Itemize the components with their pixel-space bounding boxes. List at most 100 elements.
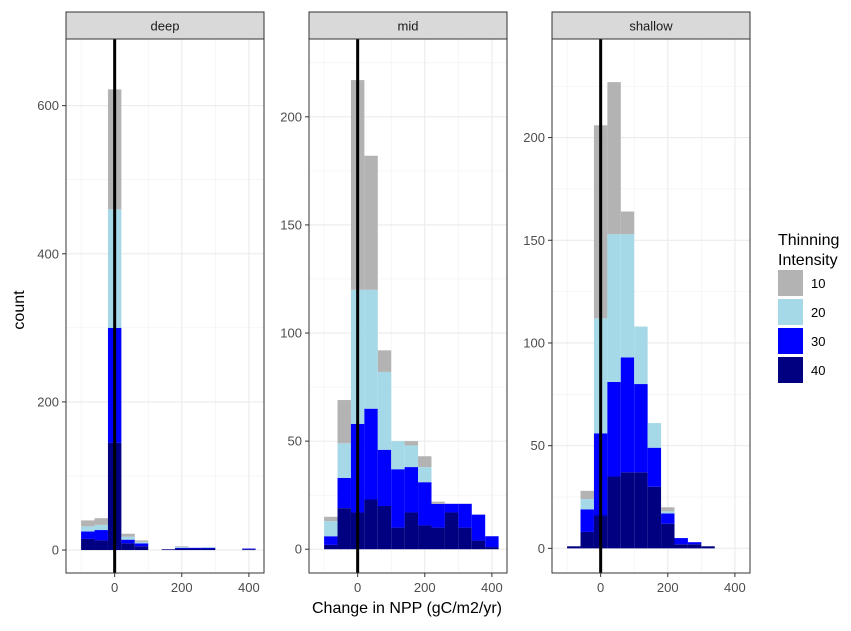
bar-segment-20: [134, 541, 149, 544]
bar-segment-40: [687, 544, 702, 549]
bar-segment-30: [324, 536, 338, 545]
bar-segment-40: [404, 512, 419, 550]
bar-segment-10: [175, 546, 189, 548]
bar-segment-30: [337, 477, 351, 509]
bar-segment-20: [201, 547, 216, 548]
legend-label: 20: [811, 305, 825, 320]
x-tick-label: 0: [354, 580, 361, 595]
facet-panels: deep 0 200 400 600 0 200 400 mid 0 50 100 150 200 0 200…: [37, 11, 751, 595]
bar-segment-40: [580, 531, 594, 549]
bar-segment-20: [580, 499, 594, 510]
bar-segment-10: [94, 518, 108, 525]
facet-strip: [551, 11, 751, 40]
bar-segment-10: [134, 540, 149, 542]
facet-strip: [308, 11, 508, 40]
bar-segment-30: [121, 539, 135, 544]
legend-label: 10: [811, 276, 825, 291]
bar-segment-30: [377, 449, 392, 506]
bar-segment-20: [404, 445, 419, 468]
bar-segment-40: [444, 512, 459, 550]
bar-segment-30: [404, 467, 419, 513]
panel-background: [66, 39, 264, 573]
bar-segment-30: [471, 514, 486, 541]
panel-border: [551, 38, 751, 574]
x-tick-label: 400: [724, 580, 746, 595]
legend-key-10: [778, 270, 803, 296]
bar-segment-30: [687, 542, 702, 545]
bar-segment-30: [188, 547, 202, 549]
bar-segment-40: [620, 472, 635, 549]
bar-segment-30: [607, 381, 621, 477]
bar-segment-10: [418, 456, 432, 468]
bar-segment-20: [391, 441, 405, 470]
x-axis-title: Change in NPP (gC/m2/yr): [312, 600, 502, 617]
bar-segment-10: [620, 211, 635, 235]
bar-segment-40: [94, 540, 108, 551]
bar-segment-30: [364, 408, 378, 500]
bar-segment-30: [620, 357, 635, 473]
legend-label: 30: [811, 334, 825, 349]
x-tick-label: 200: [414, 580, 436, 595]
bar-segment-10: [661, 507, 675, 512]
bar-segment-20: [364, 289, 378, 409]
legend-title-line-1: Thinning: [778, 232, 839, 249]
x-tick-label: 200: [171, 580, 193, 595]
panel-border: [308, 38, 508, 574]
bar-segment-30: [134, 543, 149, 547]
bar-segment-30: [444, 503, 459, 513]
bar-segment-20: [620, 234, 635, 358]
bar-segment-20: [607, 234, 621, 382]
bar-segment-30: [242, 548, 256, 550]
bar-segment-40: [121, 543, 135, 551]
bar-segment-20: [324, 521, 338, 537]
bar-segment-20: [647, 423, 662, 448]
y-tick-label: 50: [288, 434, 302, 449]
y-tick-label: 100: [523, 335, 545, 350]
bar-segment-10: [431, 501, 445, 504]
bar-segment-20: [634, 326, 648, 385]
legend-title-line-2: Intensity: [778, 252, 838, 269]
bar-segment-30: [201, 547, 216, 549]
bar-segment-40: [458, 527, 472, 550]
x-tick-label: 400: [238, 580, 260, 595]
bar-segment-40: [485, 547, 499, 550]
bar-segment-40: [471, 540, 486, 550]
y-tick-label: 0: [538, 541, 545, 556]
bar-segment-40: [607, 476, 621, 549]
facet-strip-label: mid: [398, 19, 419, 34]
bar-segment-10: [607, 82, 621, 235]
facet-strip-label: deep: [151, 19, 180, 34]
bar-segment-40: [161, 549, 176, 551]
x-tick-label: 0: [111, 580, 118, 595]
facet-strip: [65, 11, 265, 40]
bar-segment-30: [485, 536, 499, 548]
y-tick-label: 600: [37, 98, 59, 113]
bar-segment-40: [647, 486, 662, 549]
bar-segment-10: [81, 520, 95, 527]
bar-segment-40: [661, 523, 675, 549]
bar-segment-40: [567, 546, 581, 549]
bar-segment-30: [418, 482, 432, 526]
bar-segment-10: [364, 155, 378, 290]
bar-segment-40: [431, 527, 445, 550]
y-tick-label: 0: [295, 542, 302, 557]
bar-segment-20: [121, 536, 135, 540]
bar-segment-30: [431, 503, 445, 528]
y-tick-label: 150: [280, 217, 302, 232]
bar-segment-40: [337, 508, 351, 550]
panel-deep: deep 0 200 400 600 0 200 400: [37, 11, 265, 595]
bar-segment-10: [337, 400, 351, 444]
x-tick-label: 0: [597, 580, 604, 595]
legend-key-20: [778, 299, 803, 325]
bar-segment-20: [94, 524, 108, 531]
legend-label: 40: [811, 363, 825, 378]
bar-segment-40: [188, 548, 202, 551]
bar-segment-40: [418, 525, 432, 550]
y-tick-label: 0: [52, 543, 59, 558]
legend-key-30: [778, 328, 803, 354]
bar-segment-40: [134, 546, 149, 551]
y-tick-label: 100: [280, 326, 302, 341]
bar-segment-10: [324, 516, 338, 522]
bar-segment-30: [175, 547, 189, 549]
bar-segment-20: [661, 511, 675, 514]
